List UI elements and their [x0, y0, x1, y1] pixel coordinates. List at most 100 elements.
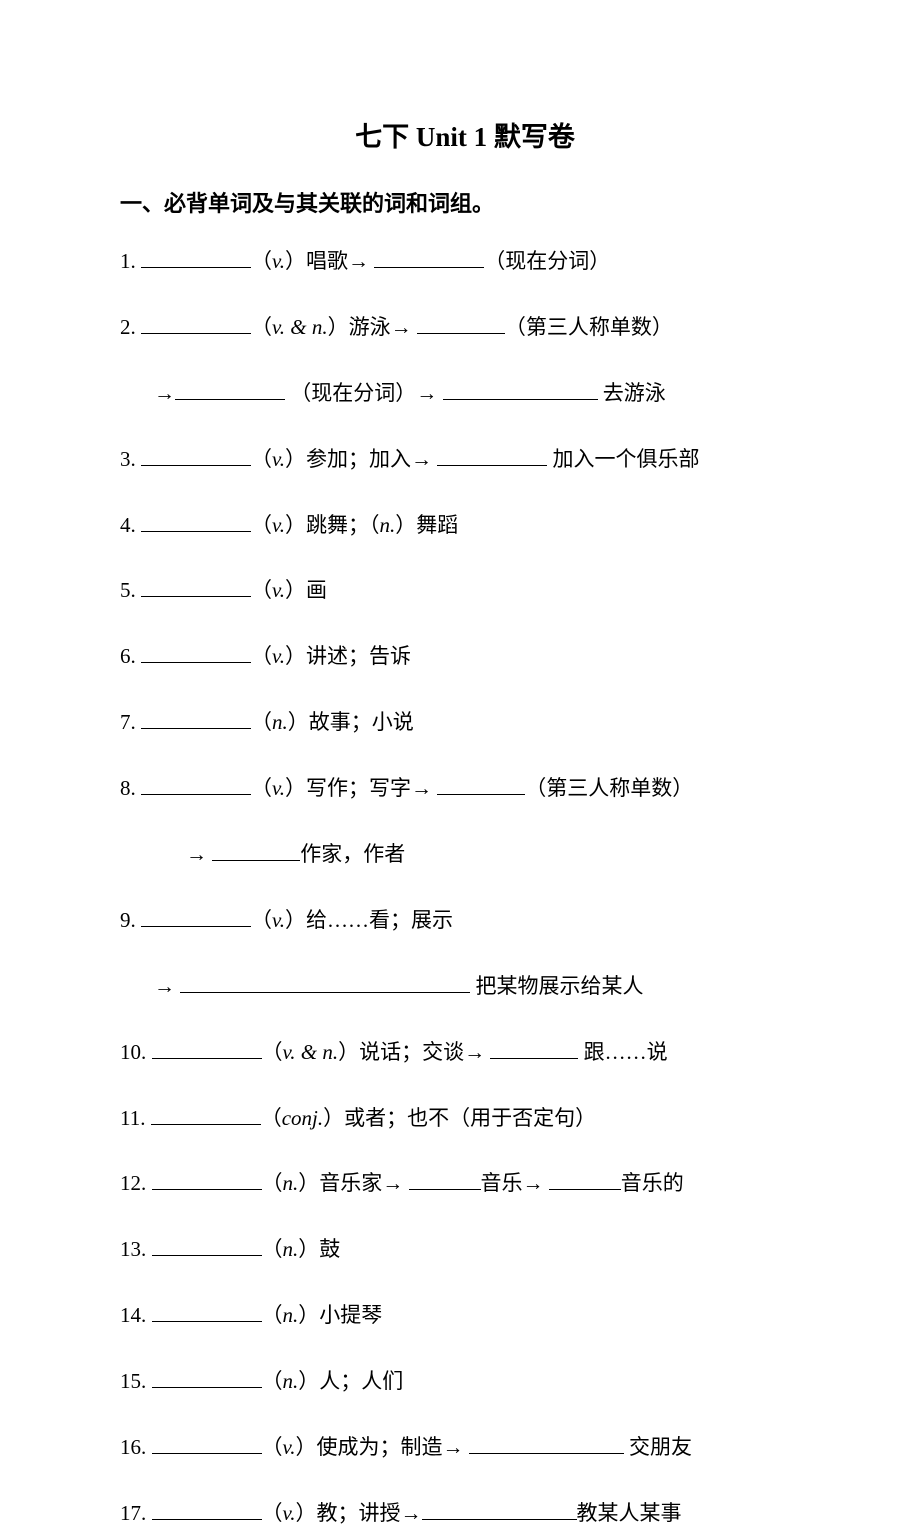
blank[interactable] — [469, 1435, 624, 1454]
blank[interactable] — [374, 249, 484, 268]
num: 1. — [120, 249, 136, 273]
blank[interactable] — [152, 1040, 262, 1059]
def: 给……看；展示 — [306, 908, 453, 932]
num: 8. — [120, 776, 136, 800]
blank[interactable] — [151, 1106, 261, 1125]
def: 讲述；告诉 — [306, 644, 411, 668]
blank[interactable] — [549, 1172, 621, 1191]
item-11: 11. （conj.）或者；也不（用于否定句） — [120, 1099, 810, 1139]
extra2: 音乐的 — [621, 1171, 684, 1195]
extra: 加入一个俱乐部 — [553, 447, 700, 471]
num: 11. — [120, 1106, 145, 1130]
title-cn1: 七下 — [355, 122, 416, 152]
item-6: 6. （v.）讲述；告诉 — [120, 637, 810, 677]
blank[interactable] — [141, 644, 251, 663]
blank[interactable] — [490, 1040, 578, 1059]
extra: 交朋友 — [629, 1435, 692, 1459]
item-5: 5. （v.）画 — [120, 571, 810, 611]
item-13: 13. （n.）鼓 — [120, 1230, 810, 1270]
def: 唱歌 — [306, 249, 348, 273]
extra: 把某物展示给某人 — [476, 974, 644, 998]
def: 音乐家 — [319, 1171, 382, 1195]
pos-n: n. — [283, 1171, 299, 1195]
def: 教；讲授 — [317, 1501, 401, 1525]
def: 鼓 — [319, 1237, 340, 1261]
def: 游泳 — [349, 315, 391, 339]
pos-n: n. — [272, 710, 288, 734]
blank[interactable] — [437, 776, 525, 795]
blank[interactable] — [141, 447, 251, 466]
blank[interactable] — [152, 1172, 262, 1191]
blank[interactable] — [152, 1369, 262, 1388]
blank[interactable] — [422, 1501, 577, 1520]
num: 9. — [120, 908, 136, 932]
blank[interactable] — [212, 842, 300, 861]
num: 13. — [120, 1237, 146, 1261]
extra: 跟……说 — [584, 1040, 668, 1064]
num: 10. — [120, 1040, 146, 1064]
pos-v: v. — [272, 447, 285, 471]
pos-vn: v. & n. — [272, 315, 328, 339]
pos-v: v. — [272, 776, 285, 800]
num: 16. — [120, 1435, 146, 1459]
item-16: 16. （v.）使成为；制造→ 交朋友 — [120, 1428, 810, 1468]
pos-v: v. — [272, 249, 285, 273]
def: 或者；也不（用于否定句） — [344, 1106, 596, 1130]
def: 参加；加入 — [306, 447, 411, 471]
pos-v: v. — [272, 644, 285, 668]
blank[interactable] — [175, 381, 285, 400]
blank[interactable] — [141, 249, 251, 268]
blank[interactable] — [141, 513, 251, 532]
item-15: 15. （n.）人；人们 — [120, 1362, 810, 1402]
blank[interactable] — [152, 1501, 262, 1520]
item-9: 9. （v.）给……看；展示 — [120, 901, 810, 941]
blank[interactable] — [141, 776, 251, 795]
pos-n: n. — [283, 1303, 299, 1327]
blank[interactable] — [141, 710, 251, 729]
item-9-cont: → 把某物展示给某人 — [120, 967, 810, 1007]
pos-n: n. — [283, 1369, 299, 1393]
num: 12. — [120, 1171, 146, 1195]
gram: （现在分词） — [484, 249, 610, 273]
gram: （现在分词） — [290, 381, 416, 405]
blank[interactable] — [152, 1237, 262, 1256]
blank[interactable] — [152, 1303, 262, 1322]
item-14: 14. （n.）小提琴 — [120, 1296, 810, 1336]
item-2: 2. （v. & n.）游泳→ （第三人称单数） — [120, 308, 810, 348]
pos-n: n. — [283, 1237, 299, 1261]
item-10: 10. （v. & n.）说话；交谈→ 跟……说 — [120, 1033, 810, 1073]
num: 7. — [120, 710, 136, 734]
pos-v: v. — [283, 1501, 296, 1525]
gram: （第三人称单数） — [525, 776, 693, 800]
blank[interactable] — [443, 381, 598, 400]
item-8-cont: → 作家，作者 — [120, 835, 810, 875]
num: 4. — [120, 513, 136, 537]
blank[interactable] — [152, 1435, 262, 1454]
item-7: 7. （n.）故事；小说 — [120, 703, 810, 743]
blank[interactable] — [180, 974, 470, 993]
item-3: 3. （v.）参加；加入→ 加入一个俱乐部 — [120, 440, 810, 480]
def: 故事；小说 — [309, 710, 414, 734]
blank[interactable] — [141, 315, 251, 334]
def: 写作；写字 — [306, 776, 411, 800]
blank[interactable] — [417, 315, 505, 334]
blank[interactable] — [141, 579, 251, 598]
def: 画 — [306, 578, 327, 602]
def: 说话；交谈 — [359, 1040, 464, 1064]
num: 14. — [120, 1303, 146, 1327]
blank[interactable] — [409, 1172, 481, 1191]
blank[interactable] — [437, 447, 547, 466]
pos-v: v. — [272, 908, 285, 932]
def2: 舞蹈 — [416, 513, 458, 537]
num: 6. — [120, 644, 136, 668]
extra: 作家，作者 — [300, 842, 405, 866]
extra1: 音乐 — [481, 1171, 523, 1195]
def: 小提琴 — [319, 1303, 382, 1327]
extra: 教某人某事 — [577, 1501, 682, 1525]
num: 5. — [120, 578, 136, 602]
blank[interactable] — [141, 908, 251, 927]
def: 使成为；制造 — [317, 1435, 443, 1459]
pos-v: v. — [272, 513, 285, 537]
def: 跳舞； — [306, 513, 369, 537]
pos-v: v. — [272, 578, 285, 602]
